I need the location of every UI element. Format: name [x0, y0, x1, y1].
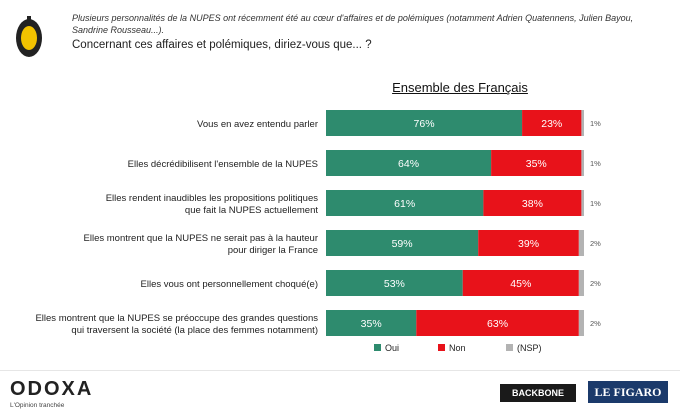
bar-nsp: [581, 150, 584, 176]
category-label: Elles montrent que la NUPES ne serait pa…: [84, 233, 318, 244]
bar-nsp: [578, 310, 584, 336]
value-label-oui: 35%: [361, 318, 382, 330]
bar-non: [462, 270, 579, 296]
bar-nsp: [578, 270, 584, 296]
footer-divider: [0, 370, 680, 371]
category-label: Elles vous ont personnellement choqué(e): [141, 279, 318, 290]
bar-nsp: [578, 230, 584, 256]
value-label-nsp: 2%: [590, 279, 601, 288]
bar-oui: [326, 190, 484, 216]
bar-oui: [326, 230, 479, 256]
question-text: Concernant ces affaires et polémiques, d…: [72, 39, 372, 51]
category-label: qui traversent la société (la place des …: [71, 325, 318, 336]
legend-label: Oui: [385, 343, 399, 353]
value-label-nsp: 1%: [590, 199, 601, 208]
bar-oui: [326, 270, 463, 296]
value-label-nsp: 2%: [590, 319, 601, 328]
category-label: Elles rendent inaudibles les proposition…: [106, 193, 319, 204]
odoxa-tagline: L'Opinion tranchée: [10, 402, 65, 409]
value-label-nsp: 1%: [590, 119, 601, 128]
legend-swatch: [374, 344, 381, 351]
legend-label: (NSP): [517, 343, 542, 353]
value-label-non: 39%: [518, 238, 539, 250]
legend-label: Non: [449, 343, 466, 353]
value-label-non: 45%: [510, 278, 531, 290]
value-label-non: 35%: [526, 158, 547, 170]
value-label-nsp: 2%: [590, 239, 601, 248]
backbone-logo: BACKBONE: [500, 384, 576, 402]
bar-non: [522, 110, 582, 136]
bar-non: [478, 230, 579, 256]
odoxa-logo-icon: [16, 16, 42, 57]
value-label-nsp: 1%: [590, 159, 601, 168]
value-label-non: 63%: [487, 318, 508, 330]
intro-text: Plusieurs personnalités de la NUPES ont …: [72, 13, 634, 35]
legend-swatch: [438, 344, 445, 351]
bar-nsp: [581, 190, 584, 216]
le-figaro-logo: LE FIGARO: [588, 381, 668, 403]
odoxa-brand: ODOXA: [10, 378, 94, 400]
value-label-oui: 76%: [414, 118, 435, 130]
value-label-non: 38%: [522, 198, 543, 210]
value-label-oui: 59%: [392, 238, 413, 250]
value-label-oui: 61%: [394, 198, 415, 210]
category-label: que fait la NUPES actuellement: [185, 205, 318, 216]
value-label-non: 23%: [541, 118, 562, 130]
category-label: pour diriger la France: [228, 245, 318, 256]
bar-oui: [326, 110, 523, 136]
bar-non: [483, 190, 582, 216]
chart-title: Ensemble des Français: [392, 80, 528, 95]
stacked-bar-chart: Vous en avez entendu parler 76% 23% 1% Elles…: [35, 110, 601, 353]
bar-oui: [326, 310, 417, 336]
category-label: Vous en avez entendu parler: [197, 119, 318, 130]
category-label: Elles montrent que la NUPES se préoccupe…: [35, 313, 318, 324]
value-label-oui: 64%: [398, 158, 419, 170]
bar-oui: [326, 150, 492, 176]
bar-nsp: [581, 110, 584, 136]
bar-non: [491, 150, 582, 176]
category-label: Elles décrédibilisent l'ensemble de la N…: [128, 159, 318, 170]
value-label-oui: 53%: [384, 278, 405, 290]
bar-non: [416, 310, 579, 336]
legend-swatch: [506, 344, 513, 351]
